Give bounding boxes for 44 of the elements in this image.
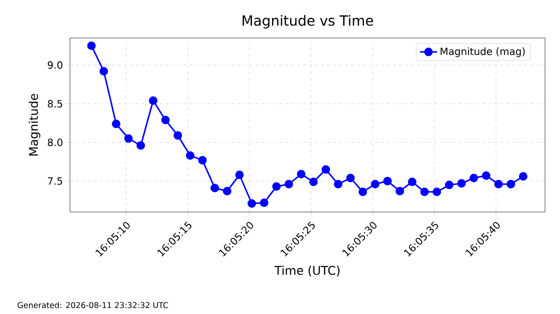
y-tick-label: 9.0	[48, 61, 62, 69]
point	[272, 182, 281, 191]
point	[186, 151, 194, 160]
point	[260, 198, 268, 207]
y-tick-label: 7.5	[48, 177, 62, 185]
point	[235, 170, 244, 180]
point	[396, 186, 404, 196]
point	[420, 188, 429, 196]
point	[198, 156, 207, 164]
point	[248, 199, 256, 208]
point	[112, 120, 120, 128]
point	[457, 179, 466, 188]
y-axis-title: Magnitude	[28, 94, 40, 156]
point	[370, 180, 380, 188]
legend-label: Magnitude (mag)	[440, 47, 525, 58]
point	[408, 178, 416, 186]
point	[296, 170, 306, 178]
point	[148, 96, 158, 105]
point	[482, 171, 490, 180]
point	[432, 188, 442, 196]
point	[358, 188, 368, 196]
x-axis-title: Time (UTC)	[274, 266, 340, 276]
point	[334, 180, 342, 188]
chart-title: Magnitude vs Time	[242, 15, 374, 29]
point	[322, 165, 330, 174]
point	[444, 180, 454, 190]
point	[136, 141, 146, 150]
point	[470, 174, 478, 182]
point	[174, 131, 182, 140]
point	[494, 180, 503, 188]
point	[124, 134, 133, 143]
point	[346, 174, 355, 182]
y-tick-label: 8.5	[48, 100, 62, 108]
point	[383, 176, 392, 186]
point	[210, 184, 220, 192]
point	[100, 67, 108, 76]
point	[506, 180, 516, 188]
point	[309, 178, 318, 186]
point	[161, 116, 170, 124]
point	[284, 180, 294, 188]
point	[518, 172, 528, 181]
y-tick-label: 8.0	[48, 138, 62, 146]
point	[87, 41, 96, 50]
point	[222, 186, 232, 196]
